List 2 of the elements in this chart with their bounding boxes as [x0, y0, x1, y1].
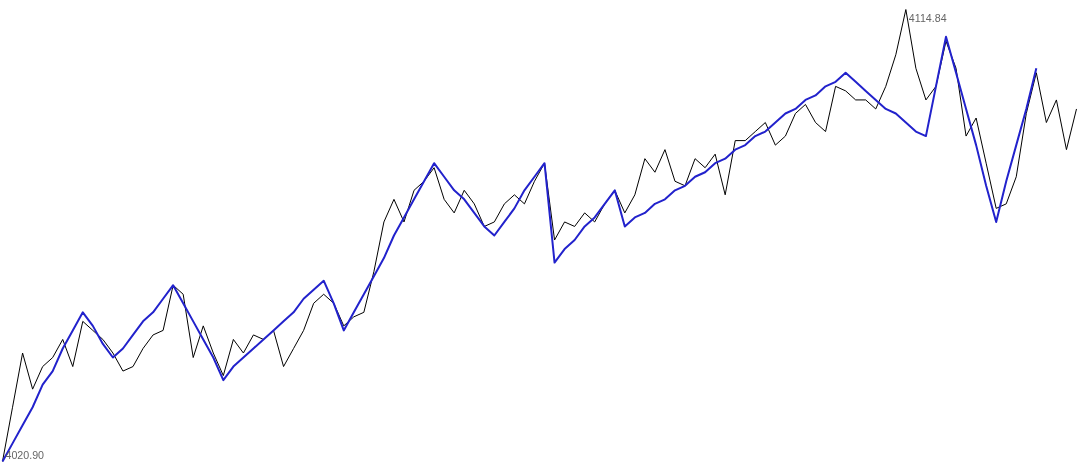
- annotation: 4020.90: [5, 449, 45, 462]
- annotation: 4114.84: [908, 11, 947, 24]
